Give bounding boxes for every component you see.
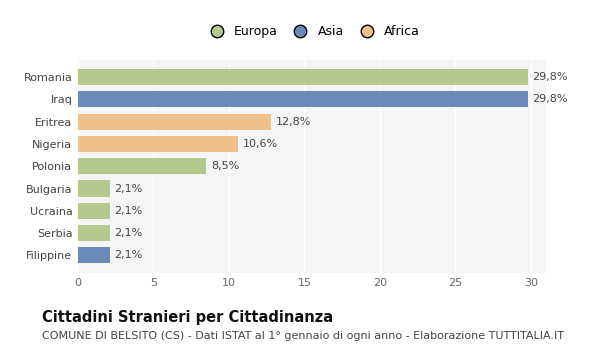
Text: 2,1%: 2,1% [114, 228, 142, 238]
Text: 2,1%: 2,1% [114, 183, 142, 194]
Bar [78, 114, 271, 130]
Bar [78, 247, 110, 263]
Text: Cittadini Stranieri per Cittadinanza: Cittadini Stranieri per Cittadinanza [42, 310, 333, 325]
Bar [78, 158, 206, 174]
Bar [78, 225, 110, 241]
Text: 2,1%: 2,1% [114, 206, 142, 216]
Bar [78, 91, 528, 107]
Text: 8,5%: 8,5% [211, 161, 239, 171]
Bar [78, 69, 528, 85]
Bar [78, 181, 110, 196]
Text: 10,6%: 10,6% [242, 139, 278, 149]
Text: 12,8%: 12,8% [276, 117, 311, 127]
Text: 29,8%: 29,8% [532, 94, 568, 105]
Text: 2,1%: 2,1% [114, 250, 142, 260]
Text: COMUNE DI BELSITO (CS) - Dati ISTAT al 1° gennaio di ogni anno - Elaborazione TU: COMUNE DI BELSITO (CS) - Dati ISTAT al 1… [42, 331, 564, 341]
Text: 29,8%: 29,8% [532, 72, 568, 82]
Legend: Europa, Asia, Africa: Europa, Asia, Africa [204, 25, 420, 38]
Bar [78, 136, 238, 152]
Bar [78, 203, 110, 219]
